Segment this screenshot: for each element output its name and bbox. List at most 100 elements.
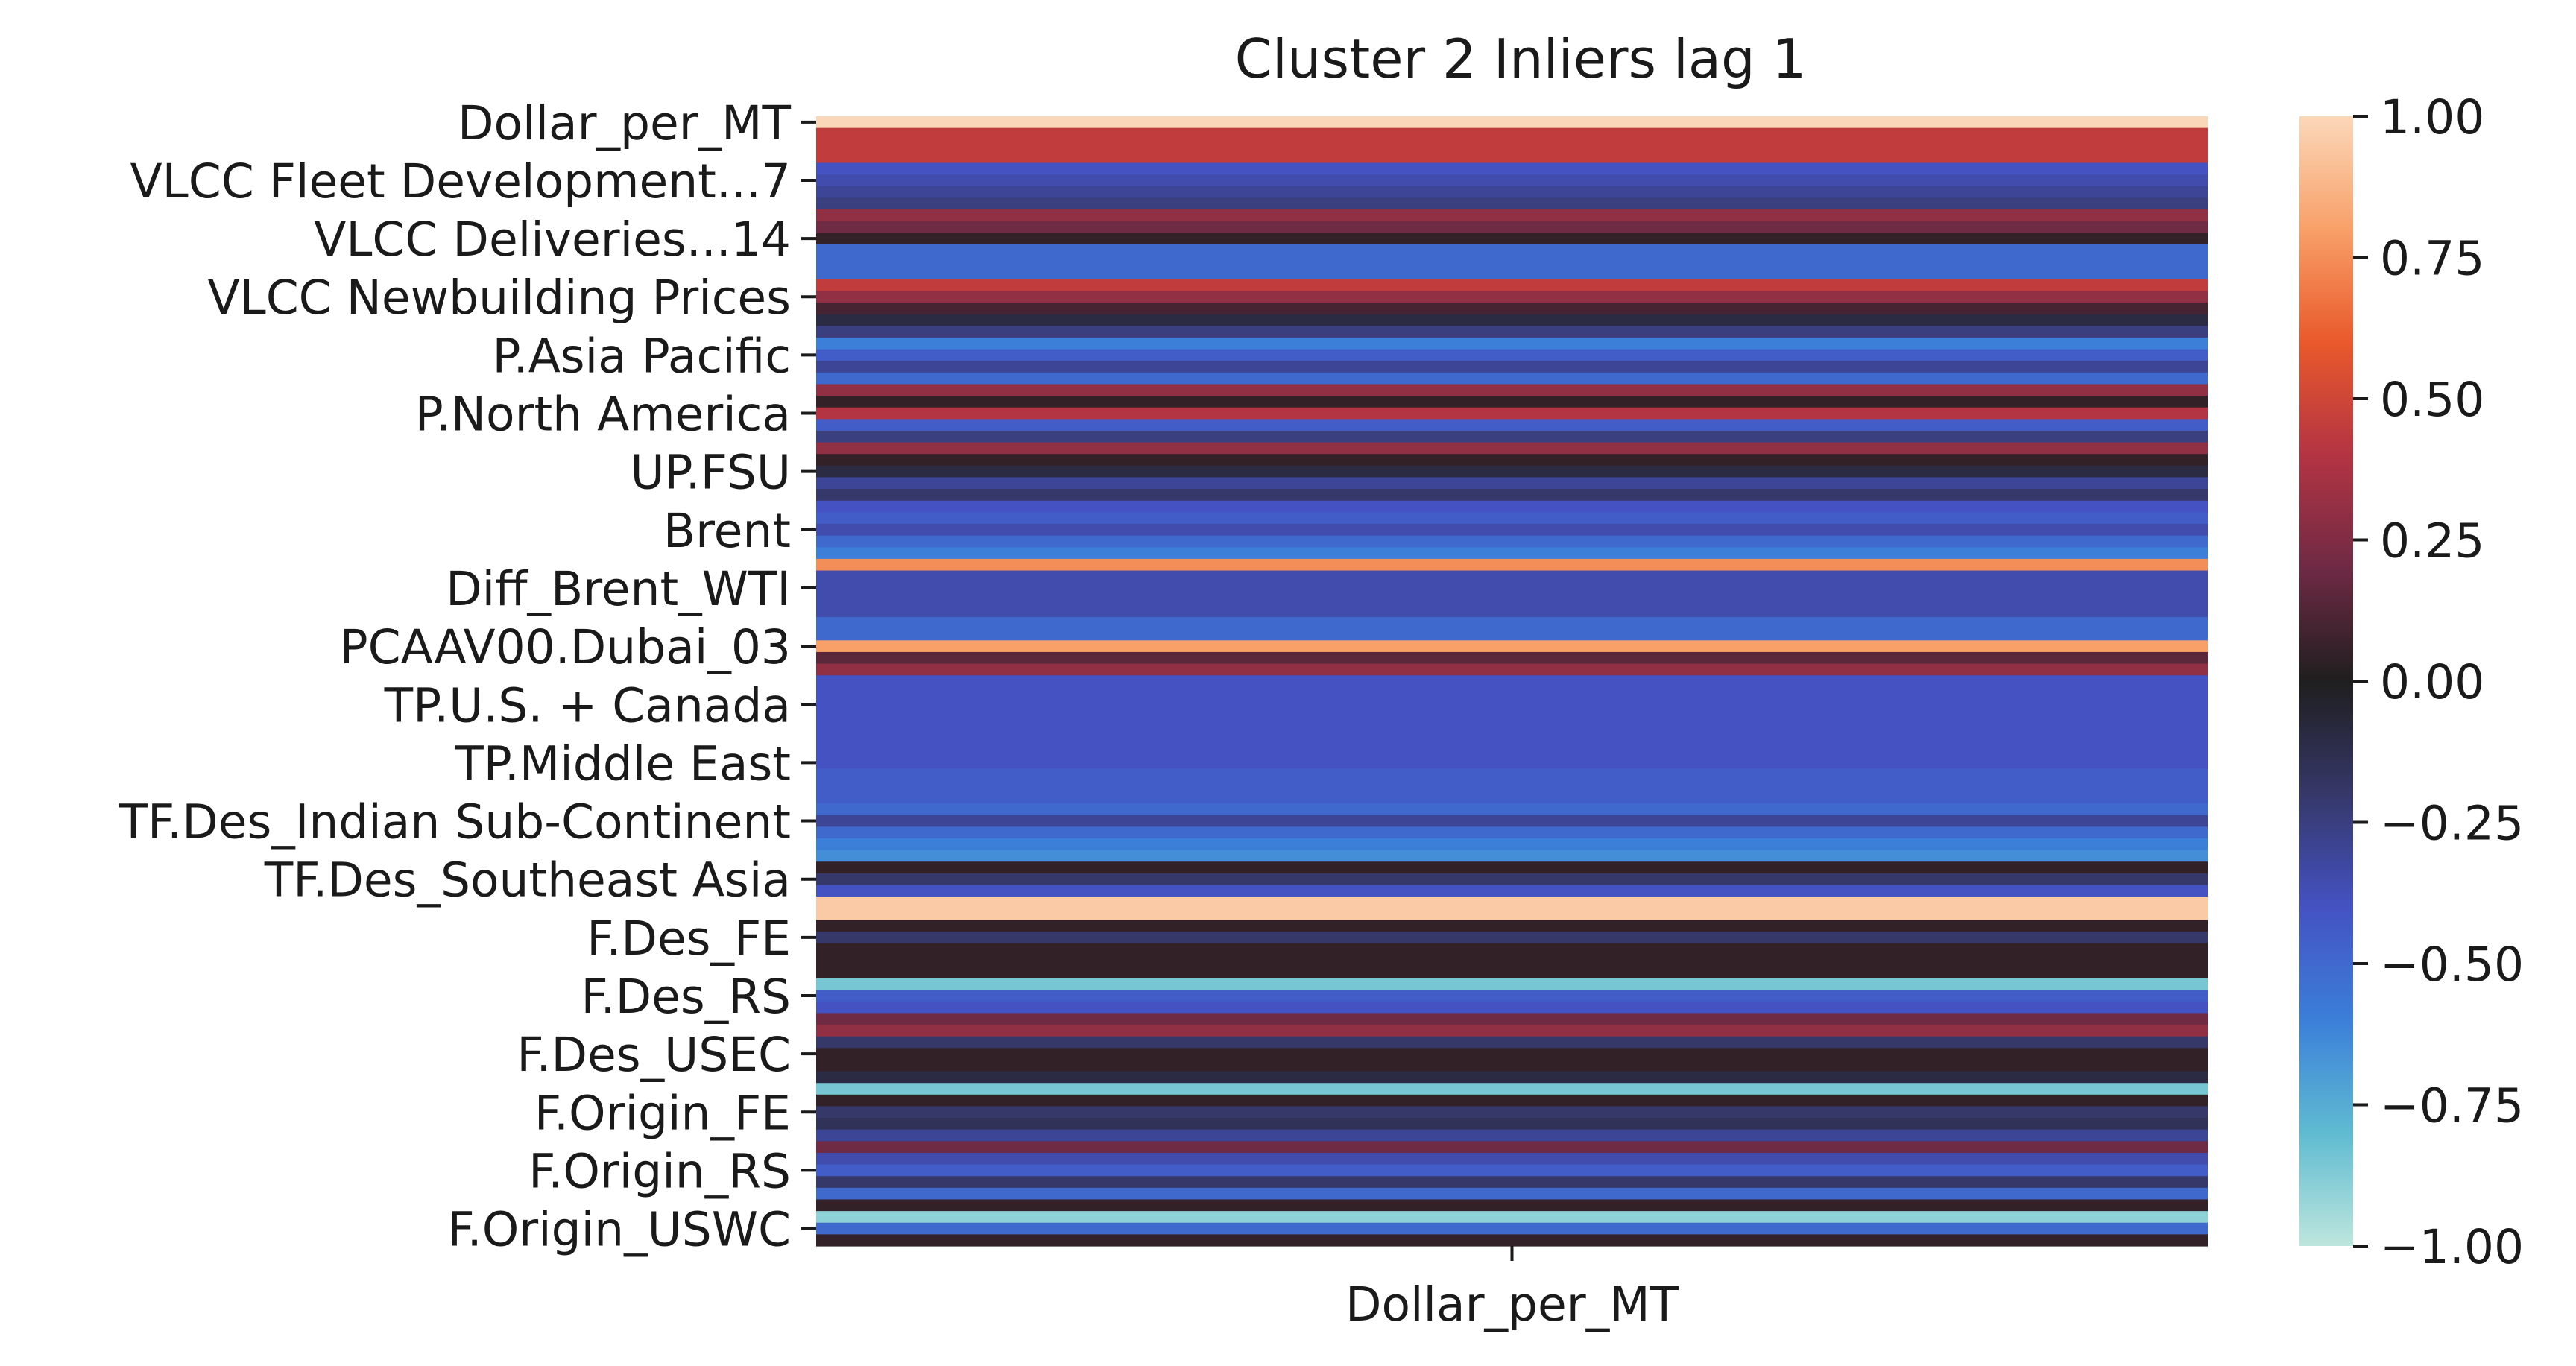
heatmap-cell xyxy=(816,873,2208,886)
heatmap-cell xyxy=(816,640,2208,653)
heatmap-cell xyxy=(816,209,2208,222)
heatmap-cell xyxy=(816,990,2208,1002)
y-tick-label: UP.FSU xyxy=(630,446,791,500)
heatmap-cell xyxy=(816,535,2208,548)
heatmap-cell xyxy=(816,1234,2208,1247)
colorbar-gradient xyxy=(2299,116,2353,1246)
y-tick-label: TP.Middle East xyxy=(454,736,791,791)
heatmap-cell xyxy=(816,558,2208,572)
heatmap-cell xyxy=(816,151,2208,164)
heatmap-cell xyxy=(816,1059,2208,1072)
y-tick-label: VLCC Fleet Development...7 xyxy=(130,154,791,209)
heatmap-cell xyxy=(816,384,2208,396)
colorbar-tick-label: 0.50 xyxy=(2380,373,2484,427)
heatmap-cell xyxy=(816,1164,2208,1177)
y-tick-label: F.Des_USEC xyxy=(517,1028,791,1082)
y-tick-label: Brent xyxy=(663,504,791,558)
y-tick-label: Dollar_per_MT xyxy=(458,96,792,151)
heatmap-cell xyxy=(816,721,2208,734)
heatmap-cell xyxy=(816,314,2208,326)
heatmap-cell xyxy=(816,279,2208,292)
heatmap-cell xyxy=(816,512,2208,525)
heatmap-cell xyxy=(816,1222,2208,1235)
heatmap-cell xyxy=(816,1013,2208,1025)
colorbar-tick-label: 0.25 xyxy=(2380,514,2484,569)
y-tick-label: F.Origin_RS xyxy=(528,1144,791,1198)
y-tick-label: F.Origin_USWC xyxy=(448,1203,791,1257)
heatmap-cell xyxy=(816,582,2208,595)
heatmap-cell xyxy=(816,221,2208,233)
y-tick-label: P.North America xyxy=(415,388,791,442)
heatmap-cell xyxy=(816,1001,2208,1014)
heatmap-cell xyxy=(816,1071,2208,1084)
colorbar-tick-label: −0.50 xyxy=(2380,937,2524,992)
heatmap-cell xyxy=(816,477,2208,490)
heatmap-cell xyxy=(816,291,2208,303)
y-tick-label: F.Des_FE xyxy=(587,911,791,966)
heatmap-cell xyxy=(816,244,2208,257)
heatmap-cell xyxy=(816,744,2208,758)
y-tick-label: Diff_Brent_WTI xyxy=(446,562,791,616)
heatmap-cell xyxy=(816,861,2208,874)
x-axis: Dollar_per_MT xyxy=(1345,1246,1679,1332)
heatmap-cell xyxy=(816,127,2208,140)
heatmap-cell xyxy=(816,850,2208,862)
heatmap-cell xyxy=(816,268,2208,280)
y-tick-label: TF.Des_Indian Sub-Continent xyxy=(119,795,791,850)
heatmap-cell xyxy=(816,605,2208,618)
heatmap-cell xyxy=(816,791,2208,804)
y-tick-label: F.Origin_FE xyxy=(534,1086,791,1140)
heatmap-cell xyxy=(816,1176,2208,1189)
colorbar-tick-label: −0.25 xyxy=(2380,797,2524,851)
x-tick-label: Dollar_per_MT xyxy=(1345,1277,1679,1332)
chart-title: Cluster 2 Inliers lag 1 xyxy=(1235,28,1807,90)
heatmap-cell xyxy=(816,419,2208,431)
colorbar-ticks: 1.00 0.75 0.50 0.25 0.00 −0.25 −0.50 −0.75 −1.00 xyxy=(2353,90,2524,1274)
heatmap-cell xyxy=(816,407,2208,420)
heatmap-cell xyxy=(816,710,2208,723)
heatmap-cell xyxy=(816,966,2208,979)
heatmap-cell xyxy=(816,920,2208,932)
heatmap-cell xyxy=(816,303,2208,315)
heatmap-cell xyxy=(816,756,2208,769)
colorbar-tick-label: 0.00 xyxy=(2380,655,2484,709)
heatmap-cell xyxy=(816,442,2208,455)
y-tick-label: VLCC Deliveries...14 xyxy=(314,212,791,267)
y-tick-label: TF.Des_Southeast Asia xyxy=(264,853,791,908)
heatmap-cell xyxy=(816,326,2208,338)
heatmap-cell xyxy=(816,1106,2208,1119)
heatmap-cell xyxy=(816,337,2208,350)
heatmap-cell xyxy=(816,162,2208,175)
y-tick-label: F.Des_RS xyxy=(581,970,791,1024)
heatmap-cell xyxy=(816,349,2208,361)
heatmap-cell xyxy=(816,1025,2208,1037)
heatmap-cell xyxy=(816,663,2208,676)
colorbar-tick-label: −1.00 xyxy=(2380,1220,2524,1274)
heatmap-cell xyxy=(816,547,2208,560)
heatmap-cell xyxy=(816,396,2208,408)
y-tick-label: P.Asia Pacific xyxy=(493,329,792,383)
heatmap-cells xyxy=(816,116,2208,1247)
heatmap-cell xyxy=(816,675,2208,688)
heatmap-cell xyxy=(816,197,2208,210)
heatmap-cell xyxy=(816,116,2208,129)
heatmap-cell xyxy=(816,1187,2208,1201)
heatmap-cell xyxy=(816,803,2208,816)
colorbar-tick-label: −0.75 xyxy=(2380,1079,2524,1133)
heatmap-cell xyxy=(816,1141,2208,1154)
heatmap-cell xyxy=(816,1211,2208,1224)
heatmap-cell xyxy=(816,500,2208,513)
heatmap-cell xyxy=(816,233,2208,245)
heatmap-cell xyxy=(816,1036,2208,1049)
heatmap-cell xyxy=(816,361,2208,373)
heatmap-cell xyxy=(816,186,2208,198)
heatmap-cell xyxy=(816,768,2208,781)
heatmap-cell xyxy=(816,815,2208,827)
heatmap-cell xyxy=(816,1048,2208,1060)
heatmap-cell xyxy=(816,593,2208,607)
heatmap-cell xyxy=(816,651,2208,665)
heatmap-cell xyxy=(816,733,2208,746)
heatmap-cell xyxy=(816,465,2208,478)
